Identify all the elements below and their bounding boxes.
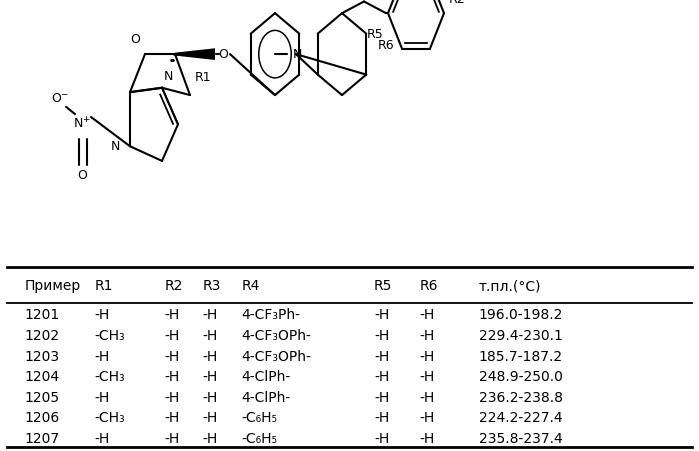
Text: 196.0-198.2: 196.0-198.2 xyxy=(479,308,563,322)
Text: O: O xyxy=(130,33,140,46)
Text: 1207: 1207 xyxy=(24,432,59,446)
Text: N: N xyxy=(164,69,173,83)
Text: -H: -H xyxy=(203,350,218,364)
Text: -C₆H₅: -C₆H₅ xyxy=(241,411,278,425)
Text: -H: -H xyxy=(164,370,180,384)
Text: -H: -H xyxy=(164,432,180,446)
Text: -H: -H xyxy=(164,329,180,343)
Text: -H: -H xyxy=(203,370,218,384)
Text: 4-CF₃OPh-: 4-CF₃OPh- xyxy=(241,329,311,343)
Text: 1206: 1206 xyxy=(24,411,59,425)
Text: O: O xyxy=(77,169,87,182)
Text: -H: -H xyxy=(419,350,435,364)
Text: -H: -H xyxy=(164,350,180,364)
Text: -H: -H xyxy=(374,308,389,322)
Text: -H: -H xyxy=(419,329,435,343)
Text: -H: -H xyxy=(374,370,389,384)
Text: -H: -H xyxy=(94,432,110,446)
Text: N: N xyxy=(293,48,303,60)
Text: Пример: Пример xyxy=(24,279,80,293)
Text: -H: -H xyxy=(419,370,435,384)
Text: R2: R2 xyxy=(449,0,466,6)
Text: -H: -H xyxy=(374,411,389,425)
Text: -CH₃: -CH₃ xyxy=(94,329,125,343)
Text: 4-CF₃OPh-: 4-CF₃OPh- xyxy=(241,350,311,364)
Text: R4: R4 xyxy=(405,0,421,2)
Text: -H: -H xyxy=(419,308,435,322)
Text: -H: -H xyxy=(374,329,389,343)
Text: 4-ClPh-: 4-ClPh- xyxy=(241,370,290,384)
Text: -H: -H xyxy=(419,391,435,405)
Text: 248.9-250.0: 248.9-250.0 xyxy=(479,370,563,384)
Text: т.пл.(°C): т.пл.(°C) xyxy=(479,279,541,293)
Text: -H: -H xyxy=(203,411,218,425)
Text: 1204: 1204 xyxy=(24,370,59,384)
Text: -H: -H xyxy=(419,432,435,446)
Polygon shape xyxy=(175,48,215,60)
Text: N: N xyxy=(110,140,120,153)
Text: -H: -H xyxy=(203,432,218,446)
Text: -H: -H xyxy=(164,308,180,322)
Text: -C₆H₅: -C₆H₅ xyxy=(241,432,278,446)
Text: -CH₃: -CH₃ xyxy=(94,370,125,384)
Text: 229.4-230.1: 229.4-230.1 xyxy=(479,329,563,343)
Text: 4-ClPh-: 4-ClPh- xyxy=(241,391,290,405)
Text: R5: R5 xyxy=(366,28,383,41)
Text: 236.2-238.8: 236.2-238.8 xyxy=(479,391,563,405)
Text: 4-CF₃Ph-: 4-CF₃Ph- xyxy=(241,308,300,322)
Text: -H: -H xyxy=(203,329,218,343)
Text: 185.7-187.2: 185.7-187.2 xyxy=(479,350,563,364)
Text: -H: -H xyxy=(419,411,435,425)
Text: O: O xyxy=(218,48,228,60)
Text: 1203: 1203 xyxy=(24,350,59,364)
Text: R3: R3 xyxy=(203,279,221,293)
Text: 1201: 1201 xyxy=(24,308,59,322)
Text: -H: -H xyxy=(374,350,389,364)
Text: -H: -H xyxy=(94,391,110,405)
Text: 235.8-237.4: 235.8-237.4 xyxy=(479,432,563,446)
Text: -H: -H xyxy=(94,308,110,322)
Text: O$^{-}$: O$^{-}$ xyxy=(51,92,69,105)
Text: R1: R1 xyxy=(94,279,113,293)
Text: R6: R6 xyxy=(419,279,438,293)
Text: -H: -H xyxy=(374,432,389,446)
Text: -H: -H xyxy=(203,391,218,405)
Text: R4: R4 xyxy=(241,279,259,293)
Text: -H: -H xyxy=(94,350,110,364)
Text: N$^{+}$: N$^{+}$ xyxy=(73,117,91,132)
Text: R1: R1 xyxy=(195,71,212,84)
Text: R5: R5 xyxy=(374,279,392,293)
Text: 1202: 1202 xyxy=(24,329,59,343)
Text: -H: -H xyxy=(203,308,218,322)
Text: R2: R2 xyxy=(164,279,182,293)
Text: -CH₃: -CH₃ xyxy=(94,411,125,425)
Text: 224.2-227.4: 224.2-227.4 xyxy=(479,411,563,425)
Text: -H: -H xyxy=(164,391,180,405)
Text: -H: -H xyxy=(374,391,389,405)
Text: 1205: 1205 xyxy=(24,391,59,405)
Text: -H: -H xyxy=(164,411,180,425)
Text: R6: R6 xyxy=(377,39,394,52)
